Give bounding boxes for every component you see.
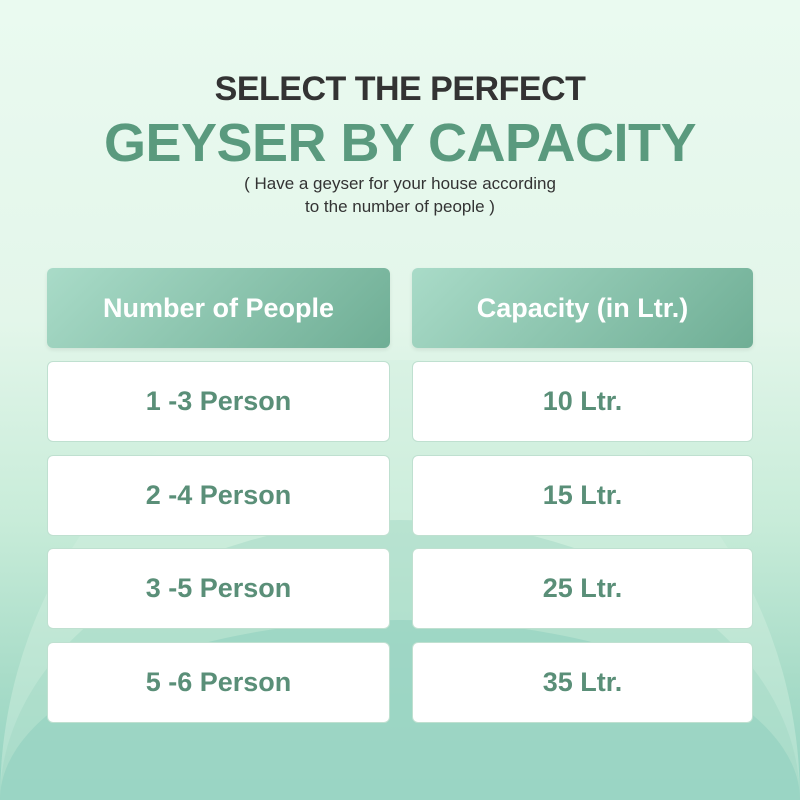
title-line-1: SELECT THE PERFECT [214,70,586,108]
people-cell: 3 -5 Person [47,548,390,629]
capacity-cell: 15 Ltr. [412,455,753,536]
capacity-cell: 35 Ltr. [412,642,753,723]
header-capacity: Capacity (in Ltr.) [412,268,753,348]
people-cell: 5 -6 Person [47,642,390,723]
subtitle-line-1: ( Have a geyser for your house according [244,174,556,193]
header-number-of-people: Number of People [47,268,390,348]
subtitle: ( Have a geyser for your house according… [0,172,800,218]
people-cell: 2 -4 Person [47,455,390,536]
title-line-2: GEYSER BY CAPACITY [103,113,697,173]
people-cell: 1 -3 Person [47,361,390,442]
subtitle-line-2: to the number of people ) [305,197,495,216]
capacity-cell: 10 Ltr. [412,361,753,442]
capacity-cell: 25 Ltr. [412,548,753,629]
